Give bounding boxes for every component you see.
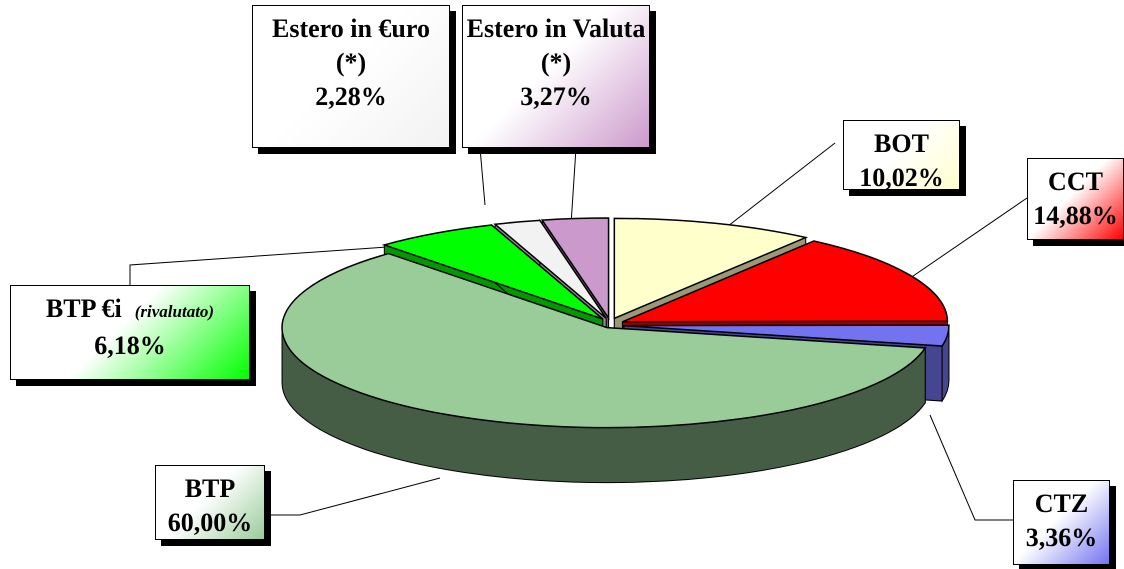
value-label: 6,18%	[94, 331, 166, 360]
category-label: BTP	[184, 474, 236, 503]
leader-line	[709, 142, 836, 241]
category-label: BTP €i	[45, 294, 122, 323]
category-label: CCT	[1048, 167, 1103, 196]
category-label: CTZ	[1034, 489, 1089, 518]
slice-label: Estero in Valuta (*) 3,27%	[462, 5, 650, 148]
slice	[613, 217, 809, 320]
leader-line	[899, 197, 1028, 286]
value-label: 2,28%	[315, 82, 387, 111]
value-label: 10,02%	[859, 163, 944, 192]
leader-line	[479, 147, 486, 206]
slice	[381, 224, 604, 320]
category-label: Estero in Valuta	[466, 14, 646, 43]
note-label: (*)	[540, 48, 572, 77]
slice	[493, 219, 607, 319]
slice-label: BTP €i (rivalutato) 6,18%	[10, 285, 250, 380]
leader-lines	[129, 142, 1028, 521]
value-label: 60,00%	[167, 508, 253, 537]
note-label: (rivalutato)	[134, 302, 215, 321]
value-label: 3,27%	[520, 82, 592, 111]
pie	[281, 217, 950, 484]
leader-line	[265, 477, 441, 516]
leader-line	[929, 414, 1013, 521]
value-label: 14,88%	[1033, 201, 1118, 230]
leader-line	[129, 244, 416, 290]
value-label: 3,36%	[1025, 523, 1098, 552]
note-label: (*)	[335, 48, 367, 77]
slice-label: CTZ 3,36%	[1013, 480, 1110, 565]
slice-label: CCT 14,88%	[1027, 158, 1124, 240]
category-label: BOT	[874, 129, 929, 158]
slice	[623, 324, 950, 347]
slice	[540, 217, 610, 321]
slice-label: Estero in €uro (*) 2,28%	[252, 5, 450, 148]
slice	[281, 252, 927, 429]
category-label: Estero in €uro	[272, 14, 430, 43]
slice	[622, 240, 949, 323]
slice-label: BTP 60,00%	[155, 465, 265, 540]
slice-label: BOT 10,02%	[843, 120, 960, 192]
